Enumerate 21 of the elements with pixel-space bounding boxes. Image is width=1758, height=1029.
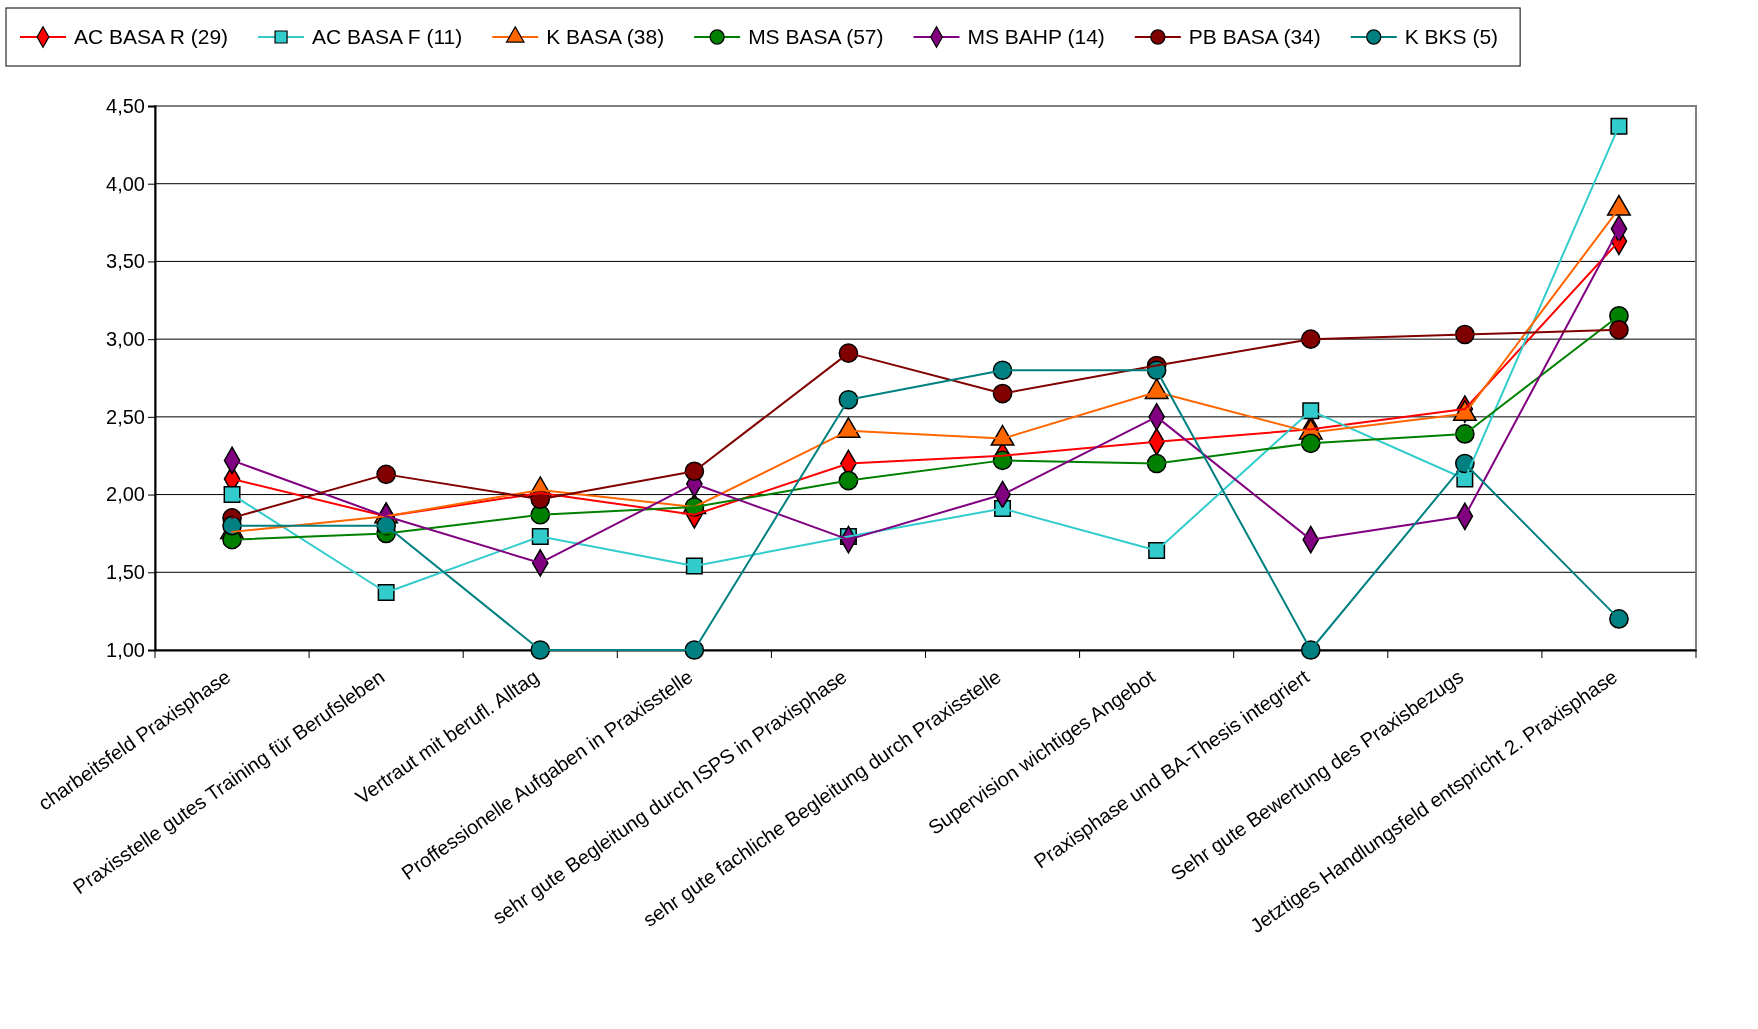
y-tick-label: 1,50	[106, 561, 145, 584]
y-tick-label: 1,00	[106, 638, 145, 661]
legend-label: PB BASA (34)	[1188, 25, 1321, 48]
legend-label: MS BAHP (14)	[967, 25, 1105, 48]
y-tick-label: 4,50	[106, 94, 145, 117]
point	[530, 640, 551, 660]
point	[1609, 609, 1629, 629]
point	[684, 640, 705, 660]
legend-label: K BKS (5)	[1404, 25, 1499, 48]
y-tick-label: 4,00	[106, 172, 145, 195]
y-tick-label: 3,00	[106, 328, 145, 351]
legend-label: AC BASA R (29)	[74, 25, 229, 48]
point	[1609, 319, 1629, 340]
legend-label: MS BASA (57)	[748, 25, 884, 48]
legend-label: AC BASA F (11)	[312, 25, 463, 48]
y-tick-label: 2,00	[106, 483, 145, 506]
point	[223, 486, 241, 504]
y-tick-label: 2,50	[106, 405, 145, 428]
legend-label: K BASA (38)	[546, 25, 665, 48]
y-tick-label: 3,50	[106, 250, 145, 273]
point	[1610, 117, 1628, 135]
